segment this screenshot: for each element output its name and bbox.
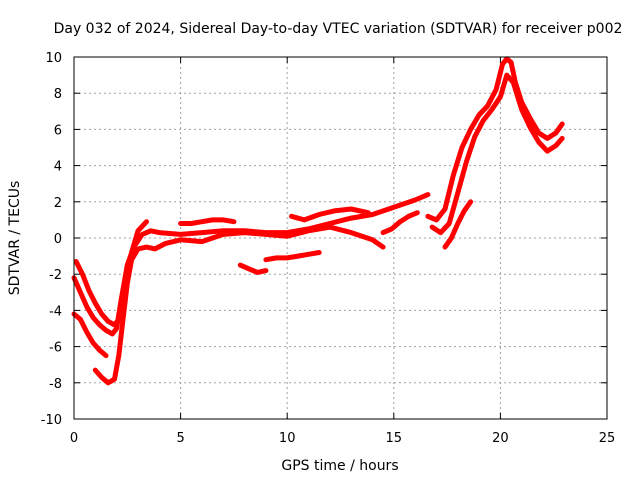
y-tick-label: -10 (41, 413, 62, 428)
series-trace-8 (289, 206, 371, 223)
y-tick-label: 6 (54, 123, 62, 138)
grid-lines (74, 57, 607, 419)
series-trace-7 (263, 250, 322, 263)
x-tick-label: 10 (279, 431, 296, 446)
x-tick-label: 25 (599, 431, 616, 446)
x-tick-label: 15 (386, 431, 403, 446)
y-tick-label: 0 (54, 232, 62, 247)
y-tick-labels: -10 -8 -6 -4 -2 0 2 4 6 8 10 (41, 51, 62, 428)
series-trace-12 (442, 199, 474, 250)
y-tick-label: 4 (54, 160, 62, 175)
y-tick-label: -2 (49, 268, 62, 283)
x-tick-labels: 0 5 10 15 20 25 (70, 431, 615, 446)
plot-frame (73, 56, 608, 420)
x-tick-label: 5 (176, 431, 184, 446)
series-trace-4 (92, 224, 386, 386)
y-tick-label: -4 (49, 304, 62, 319)
series-trace-5 (178, 217, 237, 226)
y-axis-label: SDTVAR / TECUs (7, 181, 23, 296)
x-axis-label: GPS time / hours (281, 458, 398, 474)
x-tick-label: 0 (70, 431, 78, 446)
series-trace-9 (380, 210, 420, 236)
series-trace-1 (71, 192, 431, 337)
y-tick-label: 8 (54, 87, 62, 102)
series-trace-10 (425, 56, 565, 223)
y-tick-label: 10 (45, 51, 62, 66)
series-trace-3 (71, 311, 109, 359)
x-tick-label: 20 (492, 431, 509, 446)
series-trace-6 (237, 262, 269, 275)
series-trace-2 (73, 219, 149, 328)
chart-title: Day 032 of 2024, Sidereal Day-to-day VTE… (54, 21, 623, 37)
series-trace-11 (429, 72, 565, 236)
y-tick-label: -8 (49, 377, 62, 392)
y-tick-label: -6 (49, 341, 62, 356)
y-tick-label: 2 (54, 196, 62, 211)
data-traces (71, 56, 565, 386)
